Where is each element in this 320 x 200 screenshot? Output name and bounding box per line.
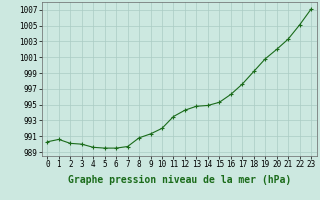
X-axis label: Graphe pression niveau de la mer (hPa): Graphe pression niveau de la mer (hPa) [68, 175, 291, 185]
